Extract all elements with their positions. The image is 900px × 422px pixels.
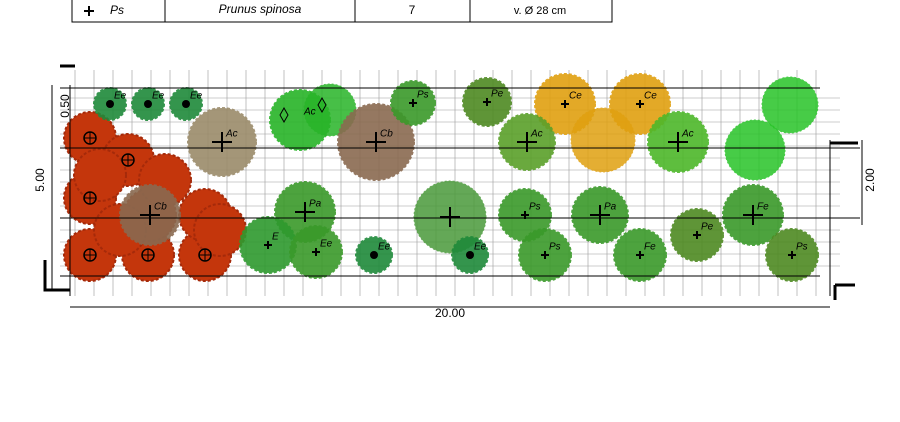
- symbol: [122, 154, 134, 166]
- plant-label: E: [272, 232, 279, 243]
- plant-label: Pe: [491, 89, 504, 100]
- table-row: [71, 0, 613, 23]
- symbol: [366, 132, 386, 152]
- plant-label: Pe: [701, 222, 714, 233]
- plant-label: Cb: [154, 202, 167, 213]
- symbol: [212, 132, 232, 152]
- symbol: [483, 98, 491, 106]
- dim-edge: 0.50: [58, 94, 72, 118]
- plant-label: Ee: [114, 91, 127, 102]
- symbol: [142, 249, 154, 261]
- plant-label: Ac: [225, 129, 238, 140]
- symbol: [541, 251, 549, 259]
- plant-label: Ac: [681, 129, 694, 140]
- shrub: [269, 89, 331, 151]
- symbol: [409, 99, 417, 107]
- plant-label: Fe: [757, 202, 769, 213]
- shrub: [761, 76, 819, 134]
- symbol: [466, 251, 474, 259]
- count: 7: [409, 3, 416, 17]
- shrub: [193, 203, 247, 257]
- legend-table: Ps Prunus spinosa 7 v. Ø 28 cm: [71, 0, 613, 23]
- symbol: [636, 251, 644, 259]
- symbol: [84, 6, 94, 16]
- plant-label: Fe: [644, 242, 656, 253]
- symbol: [279, 96, 327, 124]
- plant-label: Ee: [190, 91, 203, 102]
- plant-label: Ce: [644, 91, 657, 102]
- plant-label: Ee: [152, 91, 165, 102]
- plant-label: Ps: [417, 90, 429, 101]
- shrub: [73, 148, 127, 202]
- plant-label: Ps: [549, 242, 561, 253]
- symbol: [370, 251, 378, 259]
- symbol: [590, 205, 610, 225]
- dim-width: 20.00: [435, 306, 465, 320]
- plant-label: Ce: [569, 91, 582, 102]
- dim-right: 2.00: [863, 168, 877, 192]
- symbol: [636, 100, 644, 108]
- plant-label: Ps: [529, 202, 541, 213]
- dimensions: [43, 64, 863, 308]
- symbol: [668, 132, 688, 152]
- plant-label: Ee: [378, 242, 391, 253]
- symbol: [295, 202, 315, 222]
- symbol: [743, 205, 763, 225]
- shrub: [724, 119, 786, 181]
- plant-label: Cb: [380, 129, 393, 140]
- symbol: [106, 100, 114, 108]
- plant-label: Ac: [303, 107, 316, 118]
- plant-label: Pa: [604, 202, 617, 213]
- plant-label: Ps: [796, 242, 808, 253]
- symbol: [84, 192, 96, 204]
- symbol: [199, 249, 211, 261]
- dim-height: 5.00: [33, 168, 47, 192]
- symbol: [693, 231, 701, 239]
- symbol: [264, 241, 272, 249]
- plant-label: Ac: [530, 129, 543, 140]
- symbol: [84, 249, 96, 261]
- species: Prunus spinosa: [219, 2, 302, 16]
- plant-label: Ee: [320, 239, 333, 250]
- plant-label: Ee: [474, 242, 487, 253]
- symbol: [440, 207, 460, 227]
- size: v. Ø 28 cm: [514, 5, 566, 17]
- symbol: [517, 132, 537, 152]
- symbol: [788, 251, 796, 259]
- symbol: [182, 100, 190, 108]
- symbol: [561, 100, 569, 108]
- symbol: [84, 132, 96, 144]
- symbol: [312, 248, 320, 256]
- plants: Ee Ee Ee Ac Cb Cb Ps Pe Ce Ce Ac Ac Pa Ac Ps Pa Fe E Ee Ee E…: [63, 73, 819, 282]
- symbol: [144, 100, 152, 108]
- plant-label: Pa: [309, 199, 322, 210]
- symbol: [140, 205, 160, 225]
- code: Ps: [110, 3, 124, 17]
